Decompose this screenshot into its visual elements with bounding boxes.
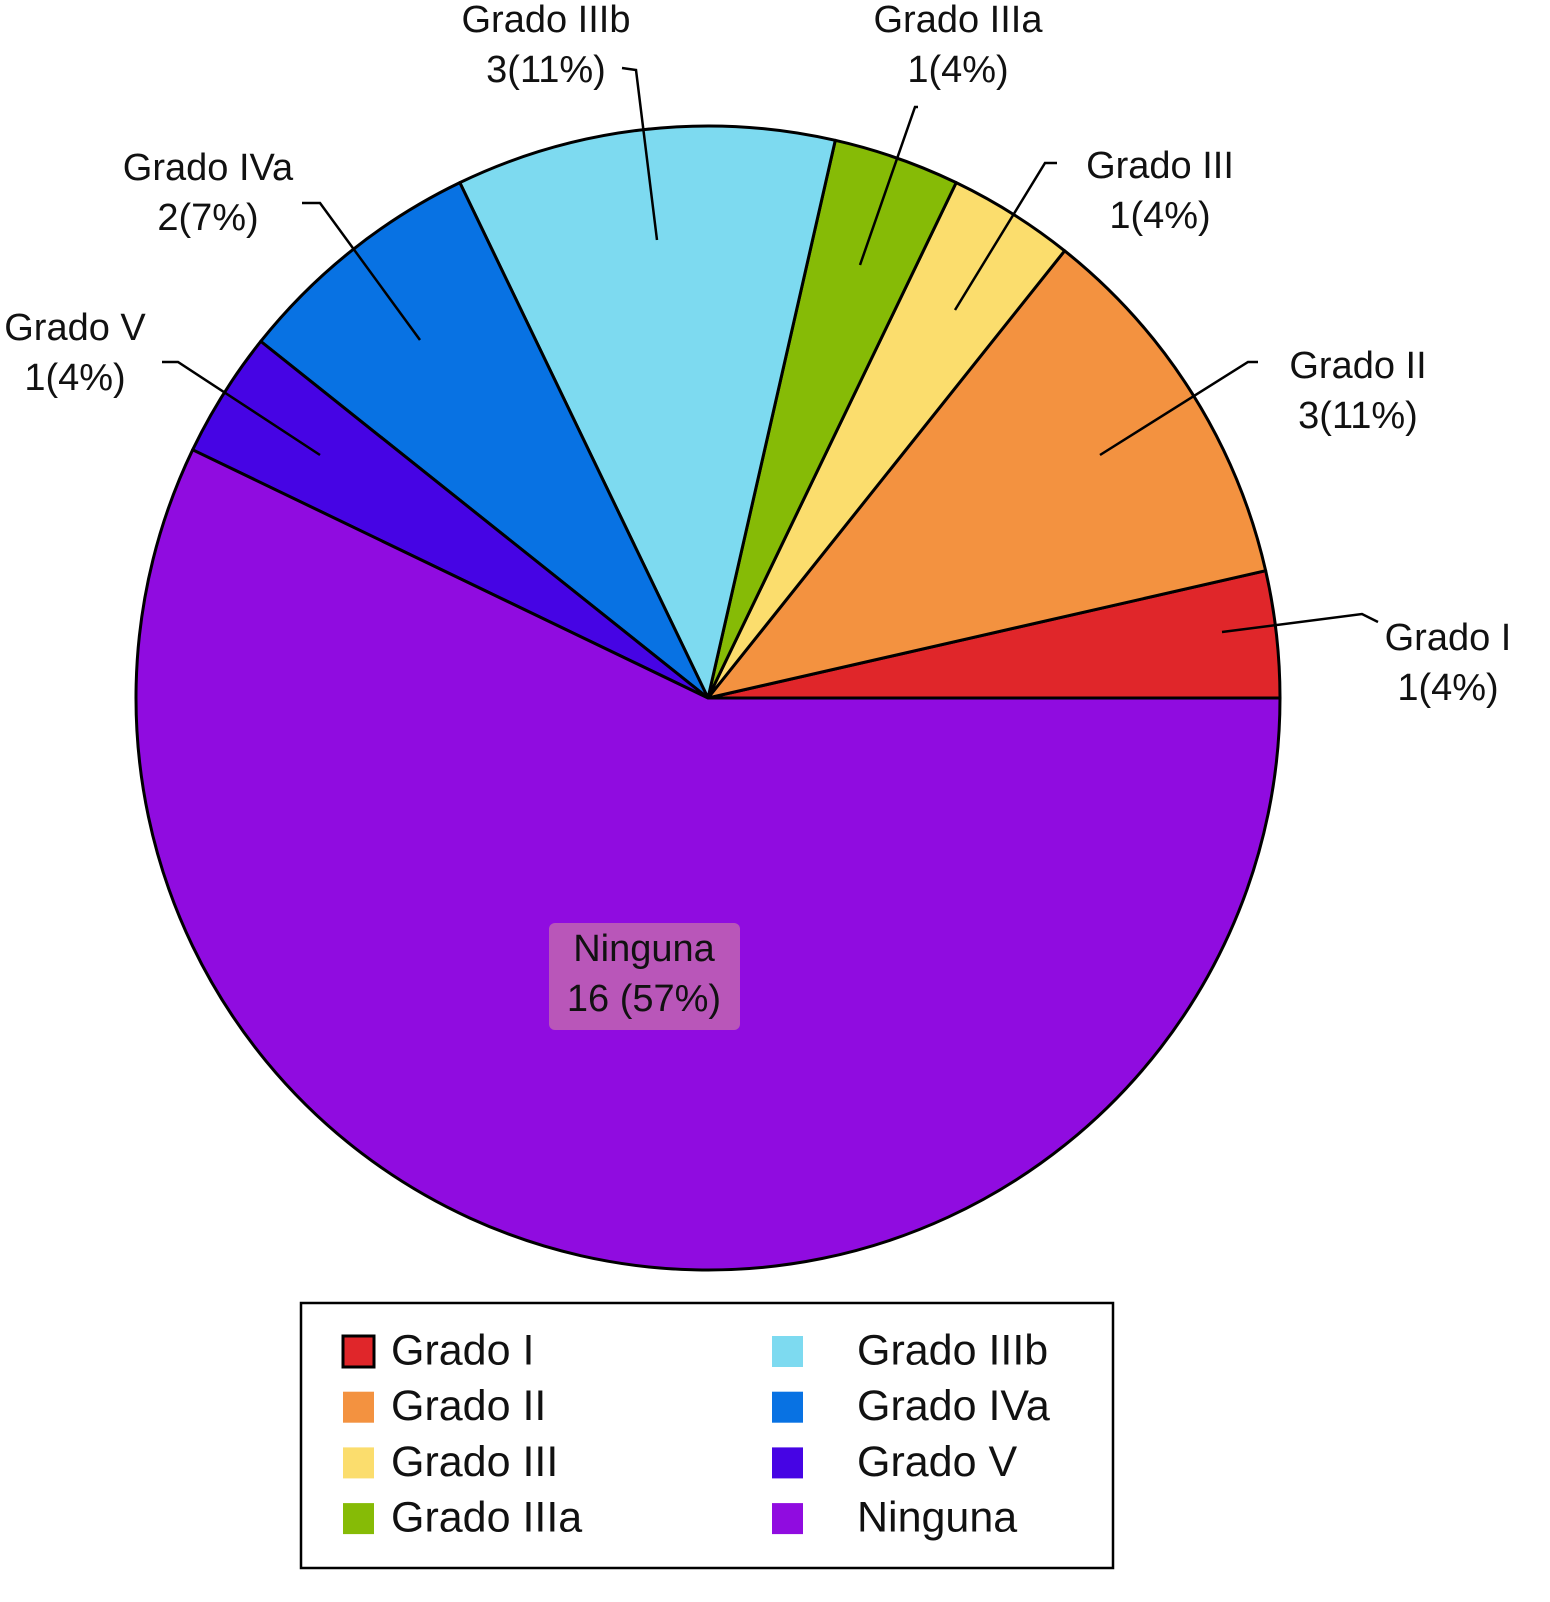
legend-swatch <box>343 1391 374 1423</box>
slice-label: Grado V <box>4 307 146 349</box>
label-box <box>549 923 740 1030</box>
slice-label: Grado IIIa <box>874 0 1044 41</box>
leader-line <box>621 66 659 241</box>
slice-label: Grado II <box>1289 345 1426 387</box>
legend-swatch <box>343 1503 374 1535</box>
legend-swatch <box>341 1334 376 1369</box>
slice-label: Grado I <box>1385 617 1512 659</box>
leader-line <box>1099 360 1258 457</box>
slice-value-label: 1(4%) <box>907 49 1008 91</box>
legend-label: Grado V <box>857 1438 1017 1486</box>
leader-line <box>1221 612 1379 634</box>
slice-value-label: 3(11%) <box>1298 395 1418 437</box>
legend-label: Grado III <box>391 1438 558 1486</box>
legend-label: Ninguna <box>857 1493 1017 1541</box>
slice-value-label: 1(4%) <box>1397 667 1498 709</box>
legend-box <box>299 1301 1115 1570</box>
slice-label: Grado III <box>1086 145 1234 187</box>
slice-value-label: 2(7%) <box>157 197 258 239</box>
slice-value-label: 16 (57%) <box>567 978 721 1020</box>
slice-value-label: 3(11%) <box>486 49 606 91</box>
slice-label: Grado IVa <box>123 147 294 189</box>
legend-label: Grado II <box>391 1382 546 1430</box>
legend-swatch <box>772 1503 803 1535</box>
leader-line <box>953 161 1057 311</box>
legend-label: Grado I <box>391 1326 534 1374</box>
legend-label: Grado IVa <box>857 1382 1050 1430</box>
slice-label: Grado IIIb <box>462 0 631 41</box>
legend-label: Grado IIIa <box>391 1493 582 1541</box>
leader-line <box>162 360 321 457</box>
pie-slice <box>134 448 1282 1272</box>
slice-value-label: 1(4%) <box>24 357 125 399</box>
legend-swatch <box>772 1336 803 1367</box>
leader-line <box>858 105 918 266</box>
pie-slice <box>259 181 710 700</box>
pie-slice <box>706 249 1268 700</box>
leader-line <box>302 201 422 341</box>
legend-swatch <box>772 1391 803 1423</box>
legend-label: Grado IIIb <box>857 1326 1048 1374</box>
slice-value-label: 1(4%) <box>1109 195 1210 237</box>
legend-swatch <box>772 1447 803 1479</box>
legend-swatch <box>343 1447 374 1479</box>
slice-label: Ninguna <box>573 928 715 970</box>
